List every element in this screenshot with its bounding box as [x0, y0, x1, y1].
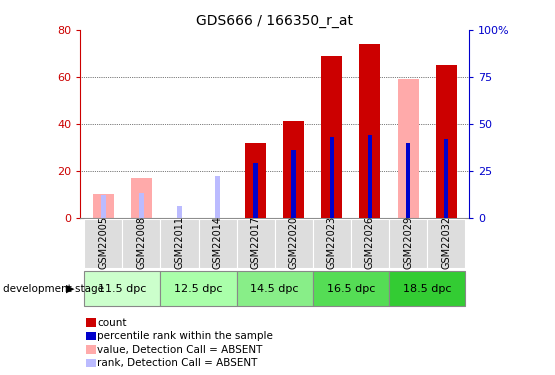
- Bar: [160, 271, 236, 306]
- Bar: [321, 56, 342, 217]
- Bar: [139, 193, 144, 217]
- Bar: [254, 163, 258, 218]
- Bar: [436, 65, 457, 218]
- Bar: [275, 219, 313, 268]
- Bar: [101, 195, 105, 217]
- Text: GSM22014: GSM22014: [213, 216, 223, 269]
- Text: GSM22026: GSM22026: [365, 216, 375, 269]
- Bar: [160, 219, 199, 268]
- Bar: [360, 44, 380, 218]
- Bar: [367, 135, 372, 218]
- Bar: [84, 271, 160, 306]
- Bar: [199, 219, 236, 268]
- Bar: [215, 176, 220, 218]
- Text: GSM22011: GSM22011: [174, 216, 184, 269]
- Text: GSM22032: GSM22032: [441, 216, 451, 269]
- Text: GSM22023: GSM22023: [327, 216, 337, 269]
- Bar: [397, 79, 418, 218]
- Text: value, Detection Call = ABSENT: value, Detection Call = ABSENT: [97, 345, 263, 354]
- Text: count: count: [97, 318, 127, 327]
- Text: GSM22017: GSM22017: [251, 216, 261, 269]
- Text: GSM22020: GSM22020: [289, 216, 299, 269]
- Text: GSM22029: GSM22029: [403, 216, 413, 269]
- Bar: [236, 271, 313, 306]
- Text: 14.5 dpc: 14.5 dpc: [250, 284, 299, 294]
- Bar: [236, 219, 275, 268]
- Title: GDS666 / 166350_r_at: GDS666 / 166350_r_at: [196, 13, 353, 28]
- Text: GSM22008: GSM22008: [137, 216, 147, 269]
- Text: 12.5 dpc: 12.5 dpc: [174, 284, 223, 294]
- Bar: [245, 142, 266, 218]
- Bar: [351, 219, 389, 268]
- Bar: [84, 219, 122, 268]
- Bar: [122, 219, 160, 268]
- Bar: [93, 194, 114, 217]
- Bar: [427, 219, 465, 268]
- Text: 11.5 dpc: 11.5 dpc: [98, 284, 147, 294]
- Bar: [177, 206, 182, 218]
- Text: ▶: ▶: [67, 284, 75, 294]
- Bar: [406, 142, 410, 218]
- Text: percentile rank within the sample: percentile rank within the sample: [97, 331, 273, 341]
- Bar: [313, 219, 351, 268]
- Text: development stage: development stage: [3, 284, 104, 294]
- Bar: [330, 137, 334, 218]
- Text: 16.5 dpc: 16.5 dpc: [327, 284, 375, 294]
- Text: GSM22005: GSM22005: [98, 216, 108, 269]
- Bar: [291, 150, 296, 217]
- Bar: [131, 178, 152, 218]
- Bar: [389, 219, 427, 268]
- Bar: [313, 271, 389, 306]
- Bar: [389, 271, 465, 306]
- Bar: [444, 139, 448, 218]
- Bar: [283, 122, 304, 218]
- Text: 18.5 dpc: 18.5 dpc: [403, 284, 451, 294]
- Text: rank, Detection Call = ABSENT: rank, Detection Call = ABSENT: [97, 358, 258, 368]
